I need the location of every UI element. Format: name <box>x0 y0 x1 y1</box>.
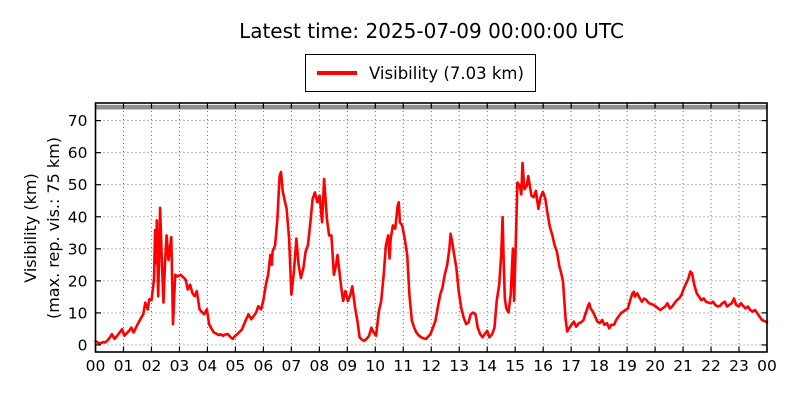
svg-text:19: 19 <box>617 357 637 375</box>
svg-text:20: 20 <box>645 357 665 375</box>
x-tick-labels: 00 01 02 03 04 05 06 07 08 09 10 11 12 13 14 15 16 17 18 19… <box>86 357 777 375</box>
gridlines <box>95 103 768 352</box>
svg-text:02: 02 <box>142 357 162 375</box>
svg-text:20: 20 <box>68 272 88 290</box>
svg-text:04: 04 <box>198 357 218 375</box>
svg-text:05: 05 <box>226 357 246 375</box>
svg-text:17: 17 <box>561 357 581 375</box>
legend-line-sample <box>317 71 357 75</box>
svg-text:01: 01 <box>114 357 134 375</box>
svg-text:08: 08 <box>309 357 329 375</box>
svg-text:21: 21 <box>673 357 693 375</box>
svg-text:00: 00 <box>757 357 777 375</box>
svg-text:15: 15 <box>505 357 525 375</box>
svg-text:03: 03 <box>170 357 190 375</box>
svg-text:70: 70 <box>68 112 88 130</box>
svg-text:06: 06 <box>254 357 274 375</box>
svg-text:07: 07 <box>281 357 301 375</box>
svg-text:13: 13 <box>449 357 469 375</box>
svg-text:12: 12 <box>421 357 441 375</box>
chart-title: Latest time: 2025-07-09 00:00:00 UTC <box>239 19 624 43</box>
tick-marks <box>94 103 768 352</box>
svg-text:23: 23 <box>729 357 749 375</box>
svg-text:22: 22 <box>701 357 721 375</box>
svg-text:50: 50 <box>68 176 88 194</box>
svg-text:00: 00 <box>86 357 106 375</box>
visibility-line <box>94 161 769 345</box>
svg-text:09: 09 <box>337 357 357 375</box>
svg-text:0: 0 <box>78 336 88 354</box>
y-tick-labels: 0 10 20 30 40 50 60 70 <box>68 112 88 354</box>
svg-text:14: 14 <box>477 357 497 375</box>
svg-text:30: 30 <box>68 240 88 258</box>
svg-text:10: 10 <box>365 357 385 375</box>
svg-text:10: 10 <box>68 304 88 322</box>
legend-label: Visibility (7.03 km) <box>369 63 524 83</box>
svg-text:60: 60 <box>68 144 88 162</box>
legend-box: Visibility (7.03 km) <box>305 54 536 92</box>
svg-text:11: 11 <box>393 357 413 375</box>
svg-text:16: 16 <box>533 357 553 375</box>
svg-text:40: 40 <box>68 208 88 226</box>
svg-text:18: 18 <box>589 357 609 375</box>
